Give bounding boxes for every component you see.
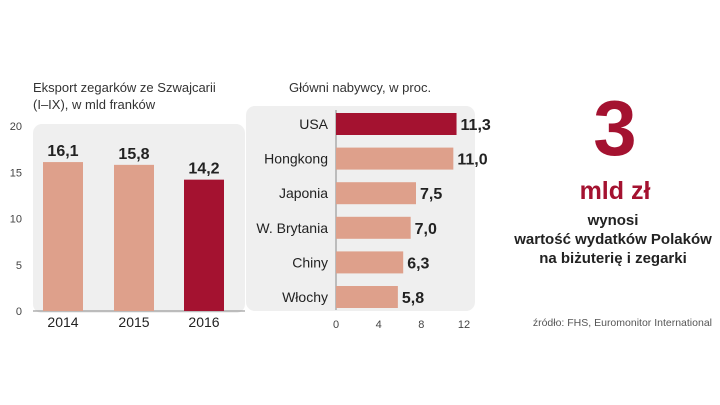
chart1-bar: [43, 162, 83, 311]
chart1-ytick: 15: [10, 167, 22, 179]
chart1-category-label: 2015: [118, 314, 149, 330]
chart2-bar: [336, 251, 404, 274]
chart1-bar: [184, 179, 224, 311]
chart2-bar: [336, 113, 457, 135]
source-note: źródło: FHS, Euromonitor International: [532, 317, 712, 329]
chart1-title-line1: Eksport zegarków ze Szwajcarii: [33, 80, 216, 95]
callout-number: 3: [593, 84, 637, 172]
chart1-ytick: 10: [10, 214, 22, 226]
chart2-value-label: 6,3: [407, 255, 429, 272]
callout-line-2: wartość wydatków Polaków: [514, 231, 712, 248]
chart2-value-label: 11,3: [461, 117, 491, 134]
chart2-bar: [336, 147, 454, 170]
chart2-title: Główni nabywcy, w proc.: [289, 80, 432, 95]
chart1-value-label: 16,1: [47, 143, 78, 160]
chart2-value-label: 7,5: [420, 186, 442, 203]
chart2-bar: [336, 182, 416, 205]
chart2-category-label: Hongkong: [264, 151, 328, 167]
chart2-category-label: W. Brytania: [256, 220, 328, 236]
chart1-ytick: 5: [16, 260, 22, 272]
chart1-title-line2: (I–IX), w mld franków: [33, 97, 156, 112]
chart1-category-label: 2016: [188, 314, 219, 330]
chart1-category-label: 2014: [47, 314, 78, 330]
chart1-bar: [114, 164, 154, 311]
chart2-bar: [336, 286, 398, 308]
chart1-value-label: 14,2: [188, 161, 219, 178]
chart2-value-label: 7,0: [415, 221, 437, 238]
callout-line-1: wynosi: [587, 212, 639, 229]
chart2-xtick: 4: [376, 319, 382, 331]
chart2-xtick: 8: [418, 319, 424, 331]
chart2-category-label: Włochy: [282, 289, 328, 305]
chart2-value-label: 11,0: [457, 152, 487, 169]
chart1-title: Eksport zegarków ze Szwajcarii (I–IX), w…: [33, 79, 263, 113]
callout-description: wynosi wartość wydatków Polaków na biżut…: [470, 211, 720, 268]
chart2-category-label: Chiny: [292, 254, 328, 270]
chart1-ytick: 20: [10, 121, 22, 133]
chart2-panel: [246, 106, 475, 311]
chart2-bar: [336, 216, 411, 239]
callout-line-3: na biżuterię i zegarki: [539, 250, 687, 267]
chart2-xtick: 0: [333, 319, 339, 331]
chart2-value-label: 5,8: [402, 290, 424, 307]
callout-unit: mld zł: [579, 177, 651, 205]
chart2-category-label: Japonia: [279, 185, 328, 201]
chart1-value-label: 15,8: [118, 146, 149, 163]
chart1-ytick: 0: [16, 306, 22, 318]
chart2-category-label: USA: [299, 116, 328, 132]
chart2-xtick: 12: [458, 319, 470, 331]
